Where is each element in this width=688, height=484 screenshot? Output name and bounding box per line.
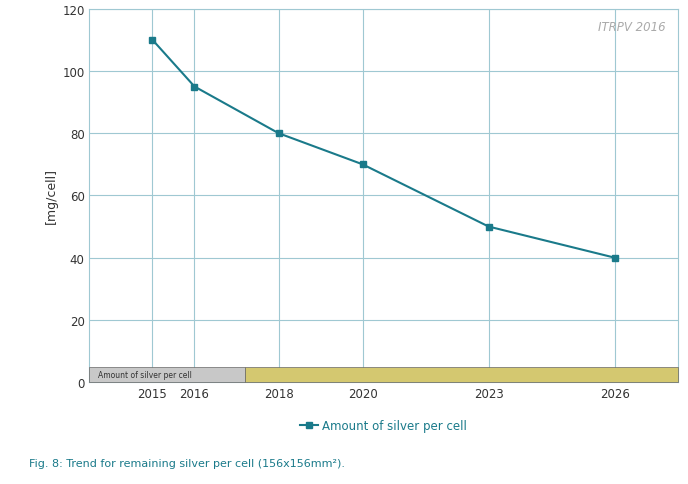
Bar <box>245 367 678 382</box>
Text: ITRPV 2016: ITRPV 2016 <box>599 21 666 34</box>
Text: Amount of silver per cell: Amount of silver per cell <box>98 370 192 379</box>
Bar <box>89 367 245 382</box>
Text: Fig. 8: Trend for remaining silver per cell (156x156mm²).: Fig. 8: Trend for remaining silver per c… <box>29 458 345 468</box>
Y-axis label: [mg/cell]: [mg/cell] <box>45 168 58 224</box>
Legend: Amount of silver per cell: Amount of silver per cell <box>295 414 472 437</box>
